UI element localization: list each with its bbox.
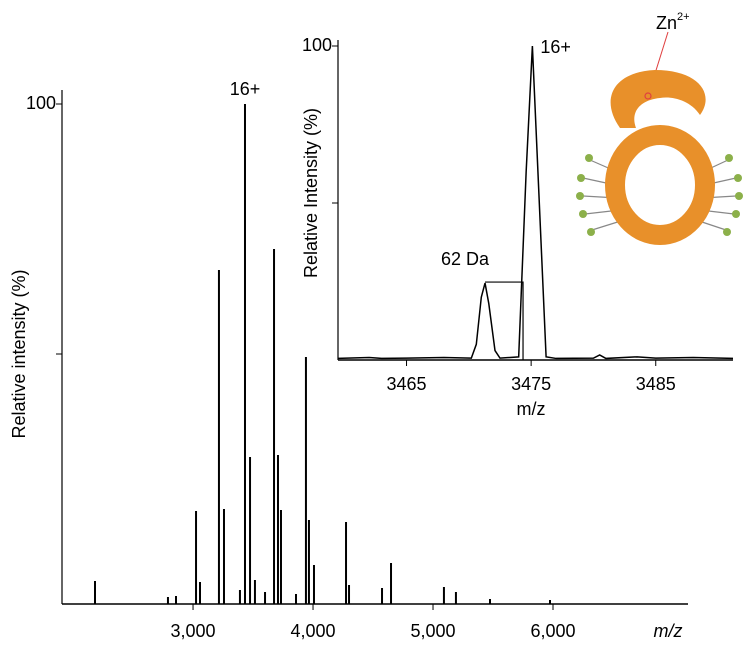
y-tick-label: 100 <box>26 93 56 113</box>
spectrum-line <box>337 45 734 360</box>
x-axis-label: m/z <box>654 621 683 641</box>
y-tick-label: 100 <box>302 35 332 55</box>
x-tick-label: 3465 <box>387 374 427 394</box>
ring <box>605 125 715 245</box>
panel: 100 3465 3475 3485 m/z Relative Intensity (%)… <box>301 35 734 419</box>
x-tick-label: 6,000 <box>530 621 575 641</box>
shift-label: 62 Da <box>441 249 490 269</box>
shift-bracket <box>485 281 524 360</box>
x-tick-label: 4,000 <box>291 621 336 641</box>
zn-site <box>644 92 652 100</box>
icon-label: Zn2+ <box>656 11 690 33</box>
peak-label: 16+ <box>230 79 261 99</box>
cap <box>610 70 706 128</box>
x-tick-label: 5,000 <box>410 621 455 641</box>
lipid-heads <box>576 154 743 236</box>
protein-icon: Zn2+ <box>576 11 743 245</box>
icon-label-sup: 2+ <box>677 11 690 23</box>
peak-label: 16+ <box>540 37 571 57</box>
x-axis-label: m/z <box>517 399 546 419</box>
icon-label-text: Zn <box>656 13 677 33</box>
x-tick-label: 3475 <box>511 374 551 394</box>
panel: 100 3,000 4,000 5,000 6,000 m/z Relative inten… <box>9 79 688 641</box>
x-tick-label: 3485 <box>636 374 676 394</box>
y-axis-label: Relative intensity (%) <box>9 269 29 438</box>
y-axis-label: Relative Intensity (%) <box>301 108 321 278</box>
x-tick-label: 3,000 <box>171 621 216 641</box>
